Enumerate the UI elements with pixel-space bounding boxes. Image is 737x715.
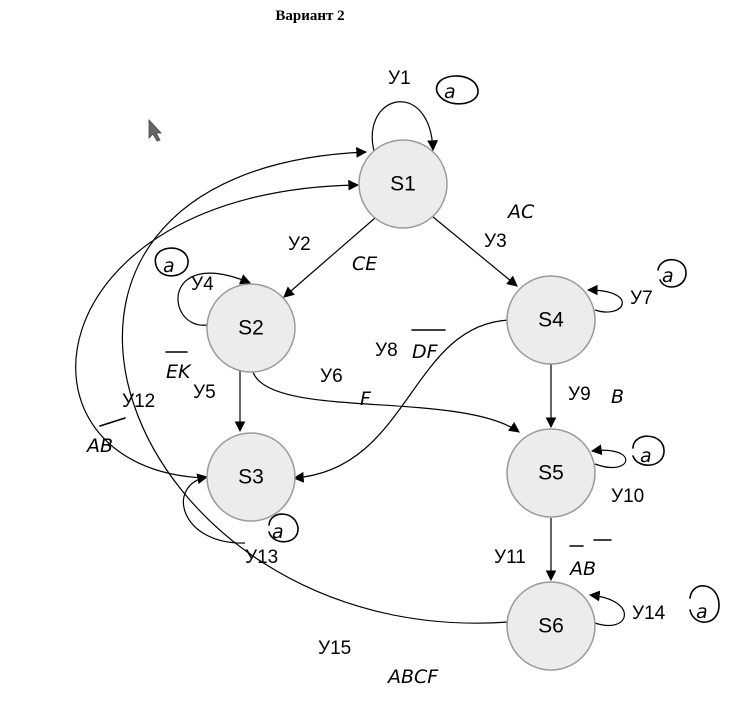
edge-y8 [292, 319, 510, 483]
edge-y4 [177, 272, 251, 326]
state-s1: S1 [358, 139, 448, 229]
note-y5: EK [166, 361, 192, 383]
label-y4: У4 [191, 274, 214, 295]
note-y10: a [640, 445, 652, 467]
edge-y14 [588, 590, 625, 627]
state-s4: S4 [506, 275, 596, 365]
handwritten-notes: a CE AC a EK F DF a B a AB AB a a [85, 75, 720, 688]
label-y14: У14 [632, 603, 666, 624]
note-y13: a [272, 521, 284, 543]
edge-y1 [371, 101, 438, 159]
note-y6: F [360, 388, 372, 410]
label-y7: У7 [630, 288, 653, 309]
svg-text:S6: S6 [538, 615, 564, 638]
label-y10: У10 [611, 486, 644, 507]
edge-y13 [182, 473, 246, 544]
edge-y3 [426, 211, 518, 287]
state-s6: S6 [506, 581, 596, 671]
note-y11: AB [568, 558, 596, 580]
label-y15: У15 [318, 638, 351, 659]
label-y1: У1 [388, 68, 411, 89]
state-s3: S3 [206, 432, 296, 522]
note-y7: a [662, 265, 674, 287]
edge-y7 [586, 284, 623, 313]
svg-text:S1: S1 [390, 173, 416, 196]
svg-text:S3: S3 [238, 466, 264, 489]
svg-text:S2: S2 [238, 317, 264, 340]
edge-y2 [283, 217, 376, 298]
label-y12: У12 [122, 391, 155, 412]
state-s5: S5 [506, 428, 596, 518]
note-y15: ABCF [386, 666, 439, 688]
transition-labels: У1 У2 У3 У4 У5 У6 У7 У8 У9 У10 У11 У12 У… [122, 68, 666, 659]
note-y9: B [611, 386, 624, 408]
note-y4: a [163, 255, 175, 277]
label-y8: У8 [375, 340, 398, 361]
label-y11: У11 [494, 547, 526, 568]
note-y3: AC [506, 201, 535, 223]
label-y9: У9 [568, 384, 591, 405]
edge-y10 [590, 444, 627, 469]
mouse-cursor-icon [148, 118, 162, 142]
page-title: Вариант 2 [275, 8, 345, 24]
label-y5: У5 [193, 382, 216, 403]
note-y14: a [696, 601, 708, 623]
svg-text:S4: S4 [538, 309, 564, 332]
note-y8: DF [412, 341, 439, 363]
edge-y15 [121, 147, 510, 624]
transitions [75, 101, 627, 627]
state-s2: S2 [206, 283, 296, 373]
note-y12: AB [85, 435, 113, 457]
label-y6: У6 [320, 366, 343, 387]
svg-text:S5: S5 [538, 462, 564, 485]
edge-y6 [252, 371, 520, 433]
label-y3: У3 [484, 231, 507, 252]
label-y2: У2 [288, 234, 311, 255]
label-y13: У13 [245, 547, 278, 568]
note-y2: CE [352, 253, 377, 275]
note-y1: a [444, 81, 456, 103]
edge-y12 [75, 179, 360, 479]
